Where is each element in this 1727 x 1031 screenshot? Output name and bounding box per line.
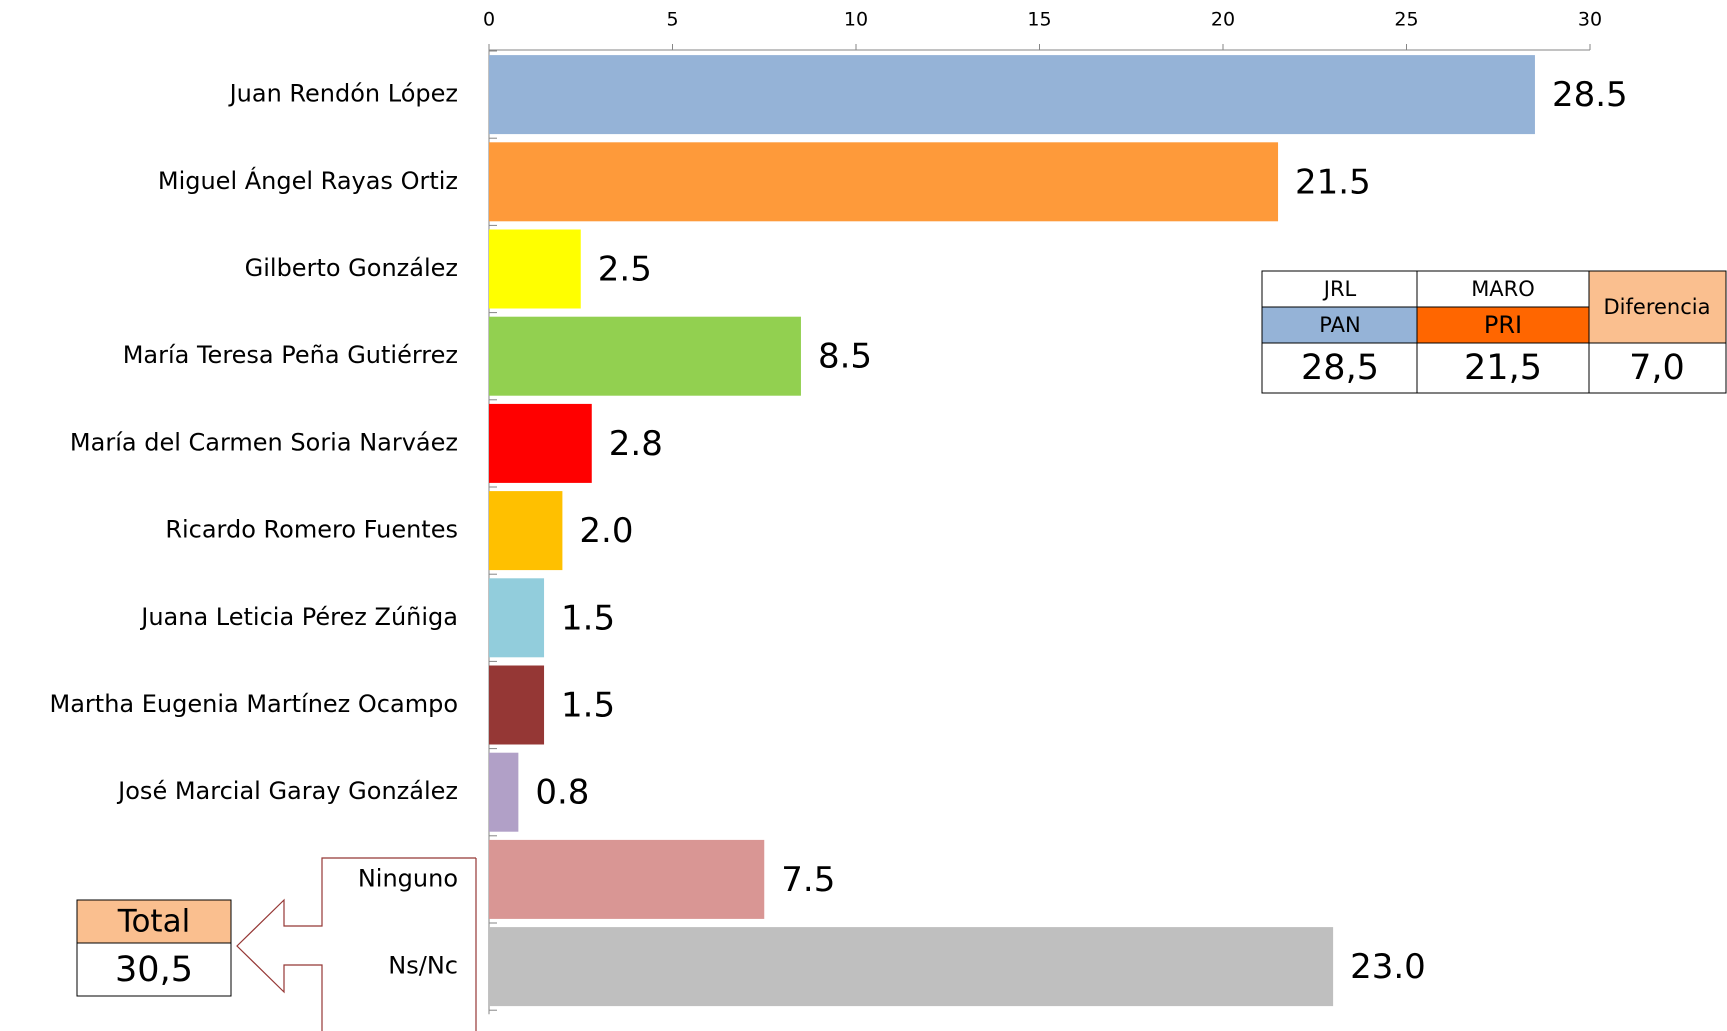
bar bbox=[489, 55, 1535, 135]
x-tick-label: 25 bbox=[1394, 9, 1418, 31]
x-tick-label: 30 bbox=[1578, 9, 1602, 31]
data-label: 8.5 bbox=[818, 337, 872, 377]
y-tick-label: Juan Rendón López bbox=[228, 80, 458, 108]
table-cell bbox=[1588, 342, 1727, 394]
y-tick-label: José Marcial Garay González bbox=[116, 777, 458, 805]
table-party: PAN bbox=[1319, 313, 1360, 337]
y-tick-label: Gilberto González bbox=[245, 254, 458, 282]
table-header: JRL bbox=[1322, 277, 1357, 301]
bar bbox=[489, 665, 545, 745]
arrow bbox=[236, 857, 477, 1031]
bar bbox=[489, 927, 1334, 1007]
table bbox=[1261, 270, 1727, 394]
y-tick-label: María Teresa Peña Gutiérrez bbox=[123, 341, 458, 369]
data-label: 1.5 bbox=[561, 686, 615, 726]
y-tick-label: Juana Leticia Pérez Zúñiga bbox=[139, 603, 458, 631]
bar bbox=[489, 403, 592, 483]
table-cell bbox=[1588, 270, 1727, 344]
x-tick-label: 0 bbox=[483, 9, 495, 31]
table-header: Diferencia bbox=[1604, 295, 1711, 319]
bar bbox=[489, 142, 1279, 222]
total-label: Total bbox=[117, 904, 190, 940]
total-value-box bbox=[76, 942, 232, 997]
bar bbox=[489, 491, 563, 571]
y-tick-label: Ns/Nc bbox=[388, 952, 458, 980]
data-label: 2.0 bbox=[579, 511, 633, 551]
table-cell bbox=[1261, 270, 1418, 308]
table-value: 28,5 bbox=[1301, 348, 1379, 388]
y-tick-label: María del Carmen Soria Narváez bbox=[70, 428, 458, 456]
table-cell bbox=[1261, 342, 1418, 394]
data-label: 1.5 bbox=[561, 598, 615, 638]
data-label: 2.5 bbox=[598, 250, 652, 290]
y-tick-label: Ricardo Romero Fuentes bbox=[165, 516, 458, 544]
total-value: 30,5 bbox=[115, 950, 193, 990]
data-label: 2.8 bbox=[609, 424, 663, 464]
table-cell bbox=[1416, 342, 1590, 394]
data-label: 28.5 bbox=[1552, 75, 1628, 115]
data-label: 7.5 bbox=[781, 860, 835, 900]
table-header: MARO bbox=[1471, 277, 1535, 301]
bar bbox=[489, 229, 581, 309]
table-party: PRI bbox=[1484, 311, 1522, 339]
bar bbox=[489, 316, 801, 396]
bar bbox=[489, 578, 545, 658]
x-tick-label: 5 bbox=[666, 9, 678, 31]
table-value: 7,0 bbox=[1629, 348, 1685, 388]
bar bbox=[489, 752, 519, 832]
table-value: 21,5 bbox=[1464, 348, 1542, 388]
data-label: 23.0 bbox=[1350, 947, 1426, 987]
y-tick-label: Ninguno bbox=[358, 864, 458, 892]
data-label: 21.5 bbox=[1295, 162, 1371, 202]
x-tick-label: 15 bbox=[1027, 9, 1051, 31]
y-tick-label: Martha Eugenia Martínez Ocampo bbox=[50, 690, 458, 718]
data-label: 0.8 bbox=[535, 773, 589, 813]
x-tick-label: 10 bbox=[844, 9, 868, 31]
y-tick-label: Miguel Ángel Rayas Ortiz bbox=[158, 166, 458, 195]
x-tick-label: 20 bbox=[1211, 9, 1235, 31]
table-cell bbox=[1416, 270, 1590, 308]
bar bbox=[489, 839, 765, 919]
